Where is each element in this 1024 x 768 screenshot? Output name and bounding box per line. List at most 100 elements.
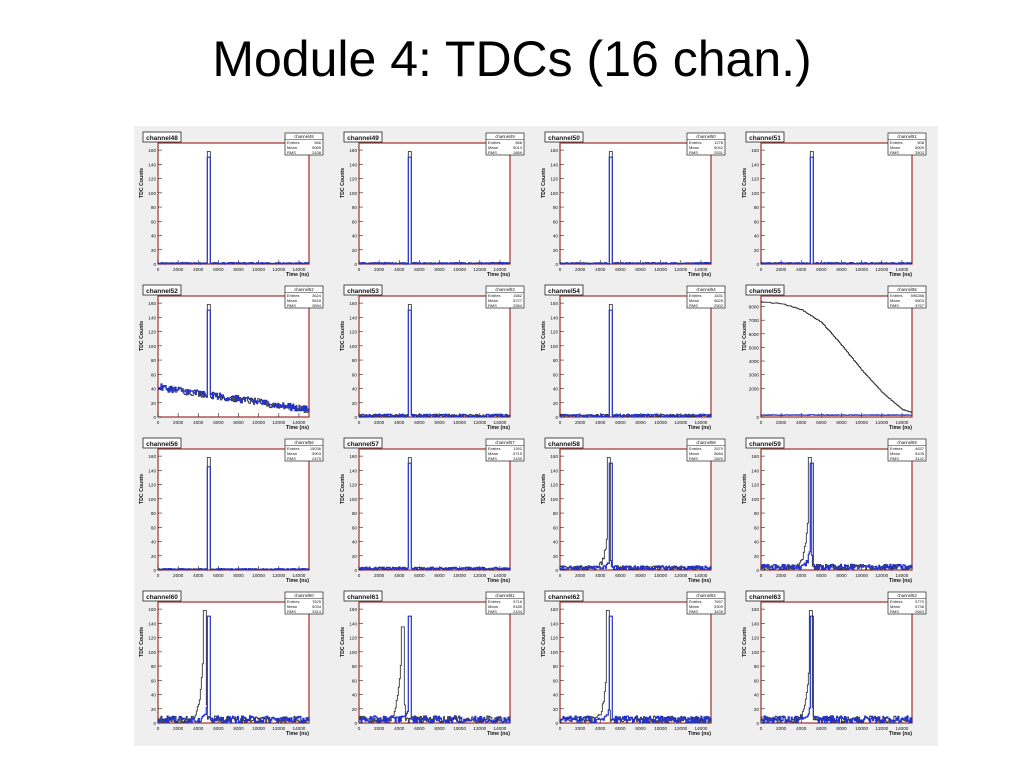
x-tick-label: 2000 bbox=[575, 726, 586, 731]
x-tick-label: 8000 bbox=[635, 267, 646, 272]
x-tick-label: 4000 bbox=[595, 267, 606, 272]
y-tick-label: 40 bbox=[553, 387, 559, 392]
x-tick-label: 8000 bbox=[434, 420, 445, 425]
y-tick-label: 60 bbox=[151, 219, 157, 224]
y-tick-label: 0 bbox=[354, 721, 357, 726]
channel-name-box bbox=[745, 131, 785, 143]
stats-value-rms: 3142 bbox=[915, 456, 925, 461]
channel-name-box bbox=[343, 590, 383, 602]
channel-name-label: channel60 bbox=[146, 594, 178, 601]
y-tick-label: 80 bbox=[754, 664, 760, 669]
x-tick-label: 14000 bbox=[293, 267, 306, 272]
stats-key-mean: Mean bbox=[890, 604, 900, 609]
stats-key-entries: Entries bbox=[689, 599, 701, 604]
x-tick-label: 4000 bbox=[394, 420, 405, 425]
stats-title: channel56 bbox=[294, 440, 314, 445]
stats-key-rms: RMS bbox=[890, 150, 899, 155]
x-tick-label: 10000 bbox=[252, 726, 265, 731]
x-tick-label: 14000 bbox=[695, 573, 708, 578]
x-tick-label: 14000 bbox=[293, 420, 306, 425]
y-axis-label: TDC Counts bbox=[139, 168, 145, 198]
y-tick-label: 40 bbox=[553, 540, 559, 545]
stats-title: channel61 bbox=[495, 593, 515, 598]
y-tick-label: 80 bbox=[553, 511, 559, 516]
plot-area bbox=[358, 601, 511, 724]
y-tick-label: 40 bbox=[352, 387, 358, 392]
stats-key-entries: Entries bbox=[287, 140, 299, 145]
stats-value-entries: 1392 bbox=[513, 446, 523, 451]
x-tick-label: 2000 bbox=[575, 420, 586, 425]
plot-area bbox=[760, 601, 913, 724]
y-tick-label: 120 bbox=[550, 636, 558, 641]
x-tick-label: 8000 bbox=[635, 420, 646, 425]
y-axis-label: TDC Counts bbox=[541, 168, 547, 198]
stats-key-rms: RMS bbox=[488, 456, 497, 461]
x-tick-label: 4000 bbox=[796, 726, 807, 731]
stats-key-mean: Mean bbox=[488, 604, 498, 609]
stats-title: channel57 bbox=[495, 440, 515, 445]
stats-key-mean: Mean bbox=[689, 451, 699, 456]
y-tick-label: 60 bbox=[754, 219, 760, 224]
y-axis-label: TDC Counts bbox=[742, 321, 748, 351]
stats-key-entries: Entries bbox=[287, 293, 299, 298]
y-tick-label: 0 bbox=[153, 415, 156, 420]
x-tick-label: 14000 bbox=[896, 267, 909, 272]
x-tick-label: 6000 bbox=[816, 267, 827, 272]
y-tick-label: 160 bbox=[550, 148, 558, 153]
y-tick-label: 60 bbox=[754, 678, 760, 683]
y-axis-label: TDC Counts bbox=[742, 474, 748, 504]
x-axis-label: Time (ns) bbox=[688, 425, 711, 431]
stats-value-entries: 7625 bbox=[312, 599, 322, 604]
y-tick-label: 20 bbox=[352, 707, 358, 712]
stats-key-rms: RMS bbox=[287, 303, 296, 308]
stats-box bbox=[686, 438, 726, 462]
stats-key-mean: Mean bbox=[287, 451, 297, 456]
y-tick-label: 40 bbox=[352, 693, 358, 698]
y-axis-label: TDC Counts bbox=[340, 168, 346, 198]
histogram-canvas: channel48 channel48 Entries 666 Mean 5065 RMS 2… bbox=[134, 126, 938, 746]
y-tick-label: 140 bbox=[148, 468, 156, 473]
x-tick-label: 2000 bbox=[575, 573, 586, 578]
stats-box bbox=[284, 591, 324, 615]
stats-key-entries: Entries bbox=[488, 446, 500, 451]
x-axis-label: Time (ns) bbox=[286, 272, 309, 278]
y-tick-label: 100 bbox=[550, 650, 558, 655]
y-axis-label: TDC Counts bbox=[139, 321, 145, 351]
x-tick-label: 4000 bbox=[595, 420, 606, 425]
stats-key-entries: Entries bbox=[890, 446, 902, 451]
y-tick-label: 0 bbox=[756, 568, 759, 573]
x-tick-label: 2000 bbox=[374, 726, 385, 731]
y-tick-label: 100 bbox=[550, 497, 558, 502]
stats-key-mean: Mean bbox=[488, 145, 498, 150]
x-tick-label: 14000 bbox=[293, 573, 306, 578]
x-axis-label: Time (ns) bbox=[889, 578, 912, 584]
channel-name-label: channel54 bbox=[548, 288, 580, 295]
y-tick-label: 80 bbox=[352, 511, 358, 516]
x-tick-label: 0 bbox=[157, 420, 160, 425]
stats-value-rms: 2479 bbox=[312, 456, 322, 461]
x-axis-label: Time (ns) bbox=[286, 425, 309, 431]
stats-key-mean: Mean bbox=[488, 298, 498, 303]
stats-key-rms: RMS bbox=[689, 609, 698, 614]
y-tick-label: 120 bbox=[751, 483, 759, 488]
x-tick-label: 2000 bbox=[776, 267, 787, 272]
x-tick-label: 0 bbox=[559, 726, 562, 731]
stats-value-entries: 596288 bbox=[911, 293, 925, 298]
y-tick-label: 100 bbox=[550, 191, 558, 196]
stats-title: channel54 bbox=[696, 287, 716, 292]
stats-value-mean: 5065 bbox=[312, 145, 322, 150]
channel-name-label: channel62 bbox=[548, 594, 580, 601]
y-tick-label: 80 bbox=[352, 358, 358, 363]
y-tick-label: 80 bbox=[151, 664, 157, 669]
stats-value-mean: 5042 bbox=[714, 145, 724, 150]
stats-value-entries: 3624 bbox=[312, 293, 322, 298]
stats-title: channel60 bbox=[294, 593, 314, 598]
stats-value-rms: 3894 bbox=[312, 303, 322, 308]
stats-key-rms: RMS bbox=[488, 609, 497, 614]
x-tick-label: 10000 bbox=[855, 573, 868, 578]
y-tick-label: 60 bbox=[151, 678, 157, 683]
stats-value-rms: 2531 bbox=[714, 150, 724, 155]
